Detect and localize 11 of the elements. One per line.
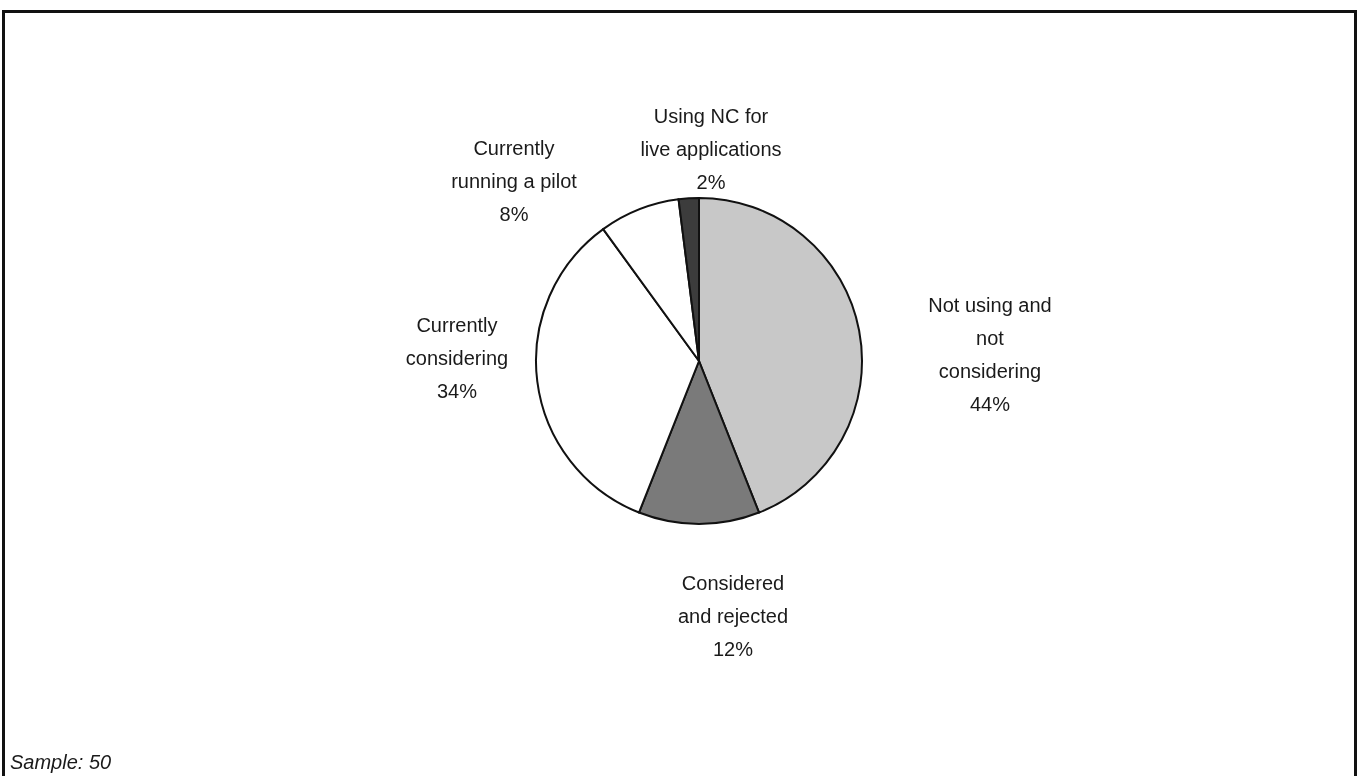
slice-label: Using NC for live applications: [640, 105, 782, 160]
slice-label: Currently running a pilot: [451, 137, 578, 192]
text: Sample: 50: [10, 751, 112, 774]
slice-label: Currently considering: [405, 314, 509, 369]
slice-label: Not using and not considering: [928, 293, 1052, 382]
data-label: 12%: [712, 638, 754, 660]
slice-label: Considered and rejected: [677, 572, 789, 627]
data-label: 44%: [969, 392, 1011, 415]
data-label: 8%: [499, 203, 529, 225]
data-label: 34%: [436, 380, 478, 402]
data-label: 2%: [696, 171, 726, 193]
